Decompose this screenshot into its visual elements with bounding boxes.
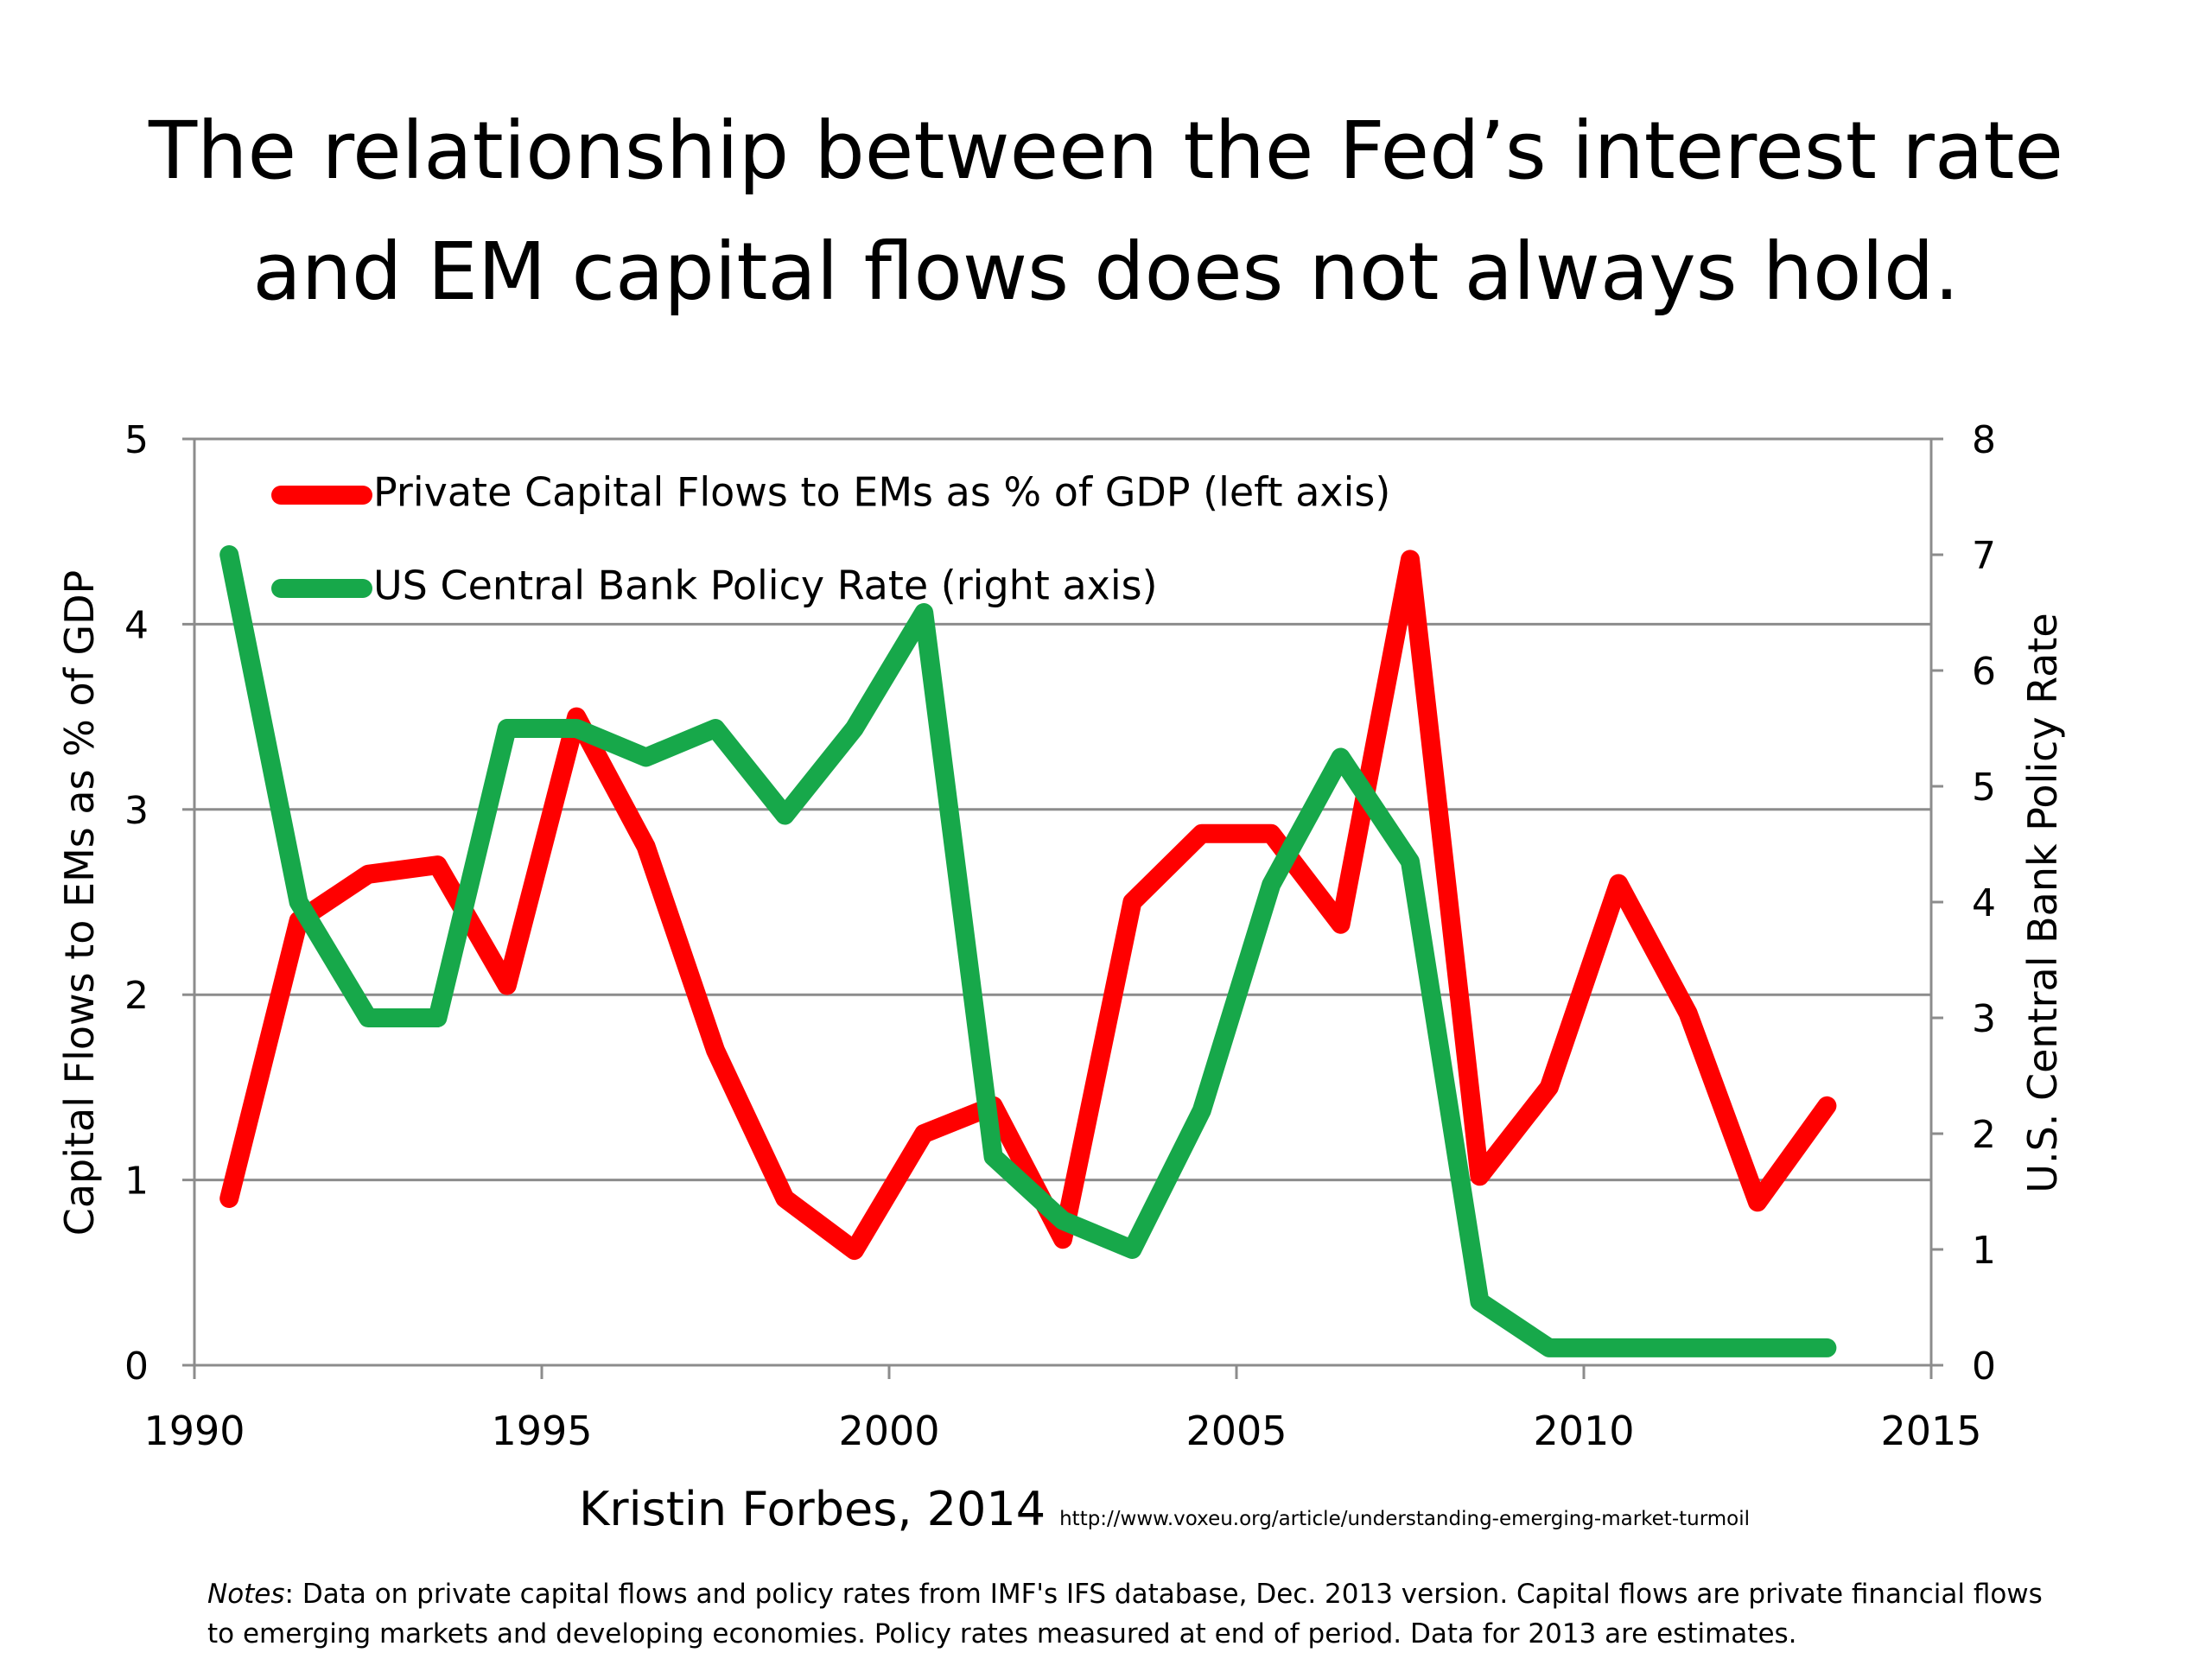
page-title-line-2: and EM capital flows does not always hol… [252,226,1960,318]
x-tick-label-1990: 1990 [143,1408,245,1454]
right-tick-label-0: 0 [1972,1344,1996,1389]
notes-text: : Data on private capital flows and poli… [207,1579,2043,1649]
x-axis-ticks: 1990 1995 2000 2005 2010 2015 [143,1365,1982,1454]
right-tick-label-1: 1 [1972,1229,1996,1273]
notes-label: Notes [207,1579,285,1610]
x-tick-label-2005: 2005 [1185,1408,1287,1454]
right-tick-label-2: 2 [1972,1113,1996,1157]
left-axis-ticks: 0 1 2 3 4 5 [124,418,194,1389]
page-title-line-1: The relationship between the Fed’s inter… [148,105,2064,197]
left-tick-label-4: 4 [124,603,149,647]
right-axis-label: U.S. Central Bank Policy Rate [2019,613,2066,1192]
x-tick-label-2015: 2015 [1880,1408,1981,1454]
left-tick-label-1: 1 [124,1160,149,1204]
credit-line: Kristin Forbes, 2014 http://www.voxeu.org… [579,1482,1750,1536]
policy-rate-line [219,545,1837,1357]
legend-label-capital-flows: Private Capital Flows to EMs as % of GDP… [373,469,1390,516]
legend-label-policy-rate: US Central Bank Policy Rate (right axis) [373,563,1158,609]
left-tick-label-5: 5 [124,418,149,462]
right-tick-label-4: 4 [1972,881,1996,925]
right-tick-label-5: 5 [1972,766,1996,810]
x-tick-label-2000: 2000 [838,1408,939,1454]
left-axis-label: Capital Flows to EMs as % of GDP [56,570,103,1236]
x-tick-label-2010: 2010 [1533,1408,1634,1454]
credit-author: Kristin Forbes, 2014 [579,1482,1046,1536]
left-tick-label-2: 2 [124,974,149,1018]
right-axis-ticks: 0 1 2 3 4 5 6 7 8 [1931,418,1996,1389]
source-url: http://www.voxeu.org/article/understandi… [1059,1508,1751,1530]
x-tick-label-1995: 1995 [491,1408,592,1454]
chart-legend: Private Capital Flows to EMs as % of GDP… [271,469,1390,609]
gridlines [194,437,1931,1182]
notes: Notes: Data on private capital flows and… [207,1574,2074,1654]
series-lines [219,545,1837,1357]
left-tick-label-0: 0 [124,1344,149,1389]
right-tick-label-8: 8 [1972,418,1996,462]
right-tick-label-3: 3 [1972,997,1996,1041]
right-tick-label-7: 7 [1972,534,1996,578]
right-tick-label-6: 6 [1972,650,1996,694]
left-tick-label-3: 3 [124,789,149,833]
capital-flows-line [219,550,1837,1261]
